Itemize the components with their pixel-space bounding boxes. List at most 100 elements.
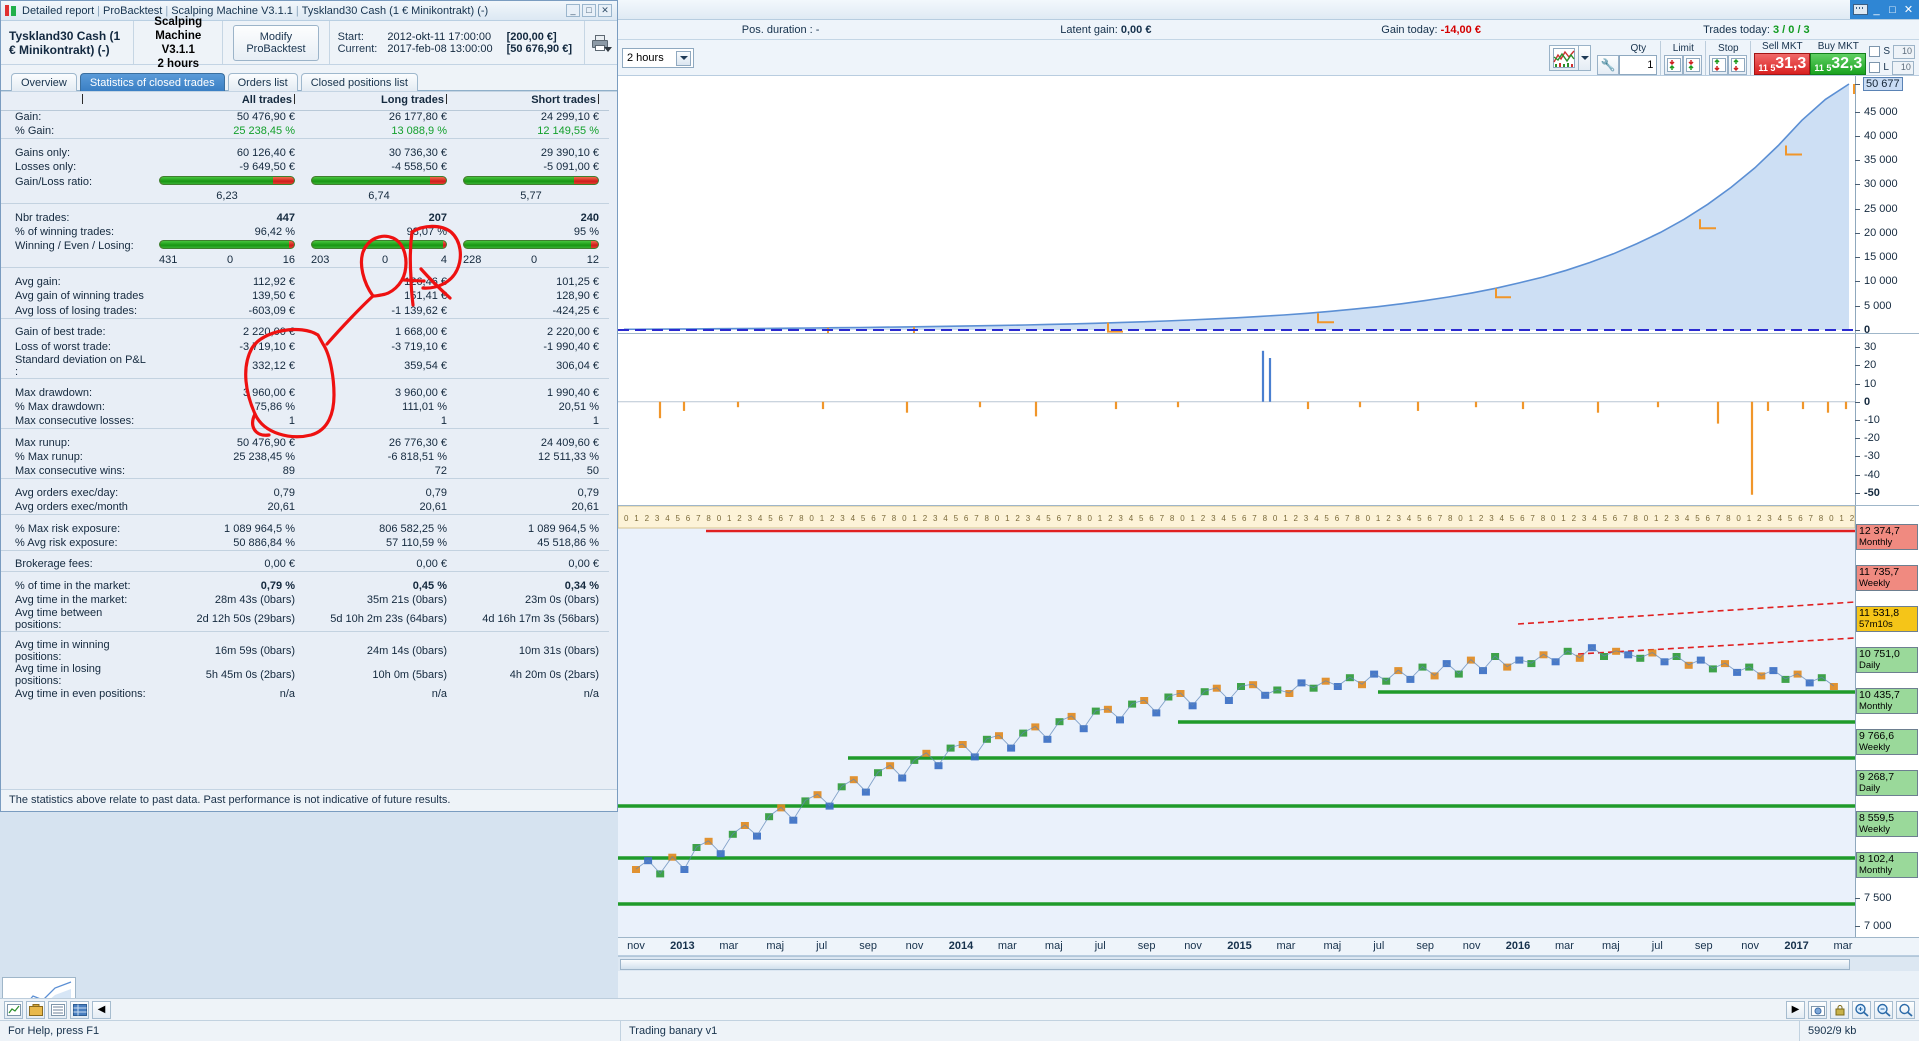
minimize-button[interactable]: _: [566, 4, 580, 17]
stats-cell: 75,86 %: [254, 400, 295, 413]
stats-cell: -3 719,10 €: [391, 340, 447, 353]
stop-buy-icon[interactable]: [1728, 54, 1748, 75]
svg-text:0: 0: [717, 514, 722, 523]
drawdown-y-tick: -20: [1855, 432, 1919, 444]
svg-text:2: 2: [1850, 514, 1855, 523]
svg-text:8: 8: [1263, 514, 1268, 523]
portfolio-icon[interactable]: [26, 1000, 45, 1019]
svg-text:3: 3: [1767, 514, 1772, 523]
svg-text:1: 1: [1376, 514, 1381, 523]
stats-cell: [305, 175, 457, 189]
sell-mkt-button[interactable]: 11 5 31,3: [1754, 52, 1811, 75]
add-indicator-icon[interactable]: [1549, 44, 1580, 71]
stats-cell: 5h 45m 0s (2bars): [205, 668, 295, 681]
limit-row[interactable]: L 10: [1869, 60, 1915, 75]
stats-cell: 60 126,40 €: [236, 146, 295, 159]
buy-mkt-button[interactable]: 11 5 32,3: [1810, 52, 1867, 75]
snapshot-icon[interactable]: [1808, 1000, 1827, 1019]
scroll-left-icon[interactable]: ◀: [92, 1000, 111, 1019]
tab-orders-list[interactable]: Orders list: [227, 73, 298, 91]
stats-cell: 24 299,10 €: [540, 111, 599, 124]
date-axis-label: 2017: [1784, 940, 1809, 952]
stats-cell: 1 990,40 €: [547, 386, 599, 399]
maximize-button[interactable]: □: [582, 4, 596, 17]
stop-sell-icon[interactable]: [1709, 54, 1729, 75]
order-settings-group[interactable]: 🔧: [1597, 43, 1620, 75]
tab-overview[interactable]: Overview: [11, 73, 77, 91]
stop-value-input[interactable]: 10: [1893, 44, 1915, 59]
report-window-buttons[interactable]: _ □ ✕: [566, 4, 614, 17]
stats-column-header: All trades: [153, 92, 305, 111]
date-axis-label: maj: [1323, 940, 1342, 952]
stats-cell: -1 139,62 €: [391, 304, 447, 317]
new-chart-icon[interactable]: [4, 1000, 23, 1019]
trades-today-label: Trades today:: [1703, 23, 1770, 36]
close-button[interactable]: ✕: [598, 4, 612, 17]
indicator-button-group[interactable]: [1549, 44, 1592, 71]
stats-cell: -424,25 €: [552, 304, 599, 317]
timeframe-select[interactable]: 2 hours: [622, 47, 694, 68]
stats-cell: 0,79: [425, 486, 447, 499]
equity-y-tick: 40 000: [1855, 130, 1919, 142]
stats-cell: [153, 239, 305, 253]
lock-icon[interactable]: [1830, 1000, 1849, 1019]
price-tag-value: 9 766,6: [1859, 730, 1895, 742]
tab-closed-positions-list[interactable]: Closed positions list: [300, 73, 418, 91]
status-bar: For Help, press F1 Trading banary v1 590…: [0, 1020, 1919, 1041]
drawdown-pane[interactable]: 30 20 10 0 -10 -20 -30 -40 -50: [618, 334, 1919, 506]
stats-cell: 23m 0s (0bars): [525, 594, 599, 607]
stats-row: Brokerage fees: 0,00 € 0,00 € 0,00 €: [1, 557, 609, 571]
price-tag-value: 8 102,4: [1859, 853, 1895, 865]
svg-text:5: 5: [861, 514, 866, 523]
stats-row-label: Avg time between positions:: [15, 607, 103, 632]
chart-close-button[interactable]: ✕: [1903, 4, 1914, 16]
scroll-right-icon[interactable]: ▶: [1786, 1000, 1805, 1019]
stats-row-label: Gains only:: [15, 146, 71, 159]
scrollbar-thumb[interactable]: [620, 959, 1850, 970]
equity-pane[interactable]: 45 000 40 000 35 000 30 000 25 000 20 000 15 0…: [618, 76, 1919, 334]
chart-minimize-button[interactable]: _: [1873, 3, 1880, 16]
price-level-tag: 9 766,6 Weekly: [1856, 729, 1918, 755]
chart-window-buttons[interactable]: _ □ ✕: [1850, 0, 1919, 19]
stats-row-label: Max consecutive losses:: [15, 415, 135, 428]
chevron-down-icon[interactable]: [676, 50, 691, 66]
group-separator: [1, 138, 609, 146]
limit-sell-icon[interactable]: [1664, 54, 1684, 75]
date-axis-label: sep: [1694, 940, 1713, 952]
print-cell[interactable]: [585, 21, 617, 64]
list-icon[interactable]: [48, 1000, 67, 1019]
limit-value-input[interactable]: 10: [1891, 60, 1914, 75]
stop-row[interactable]: S 10: [1869, 44, 1915, 59]
stats-row-label: Avg gain of winning trades: [15, 290, 144, 303]
grid-icon[interactable]: [70, 1000, 89, 1019]
svg-text:8: 8: [1448, 514, 1453, 523]
printer-icon[interactable]: [591, 34, 612, 52]
indicator-dropdown-icon[interactable]: [1579, 44, 1592, 71]
modify-probacktest-button[interactable]: Modify ProBacktest: [233, 24, 319, 61]
search-icon[interactable]: [1896, 1000, 1915, 1019]
wrench-icon[interactable]: 🔧: [1597, 54, 1620, 75]
chart-maximize-button[interactable]: □: [1889, 3, 1896, 16]
gain-loss-bar: [311, 175, 447, 185]
group-separator: [1, 317, 609, 326]
stats-cell: [305, 239, 457, 253]
stats-cell: 10h 0m (5bars): [372, 668, 447, 681]
qty-input[interactable]: 1: [1619, 54, 1658, 75]
limit-buy-icon[interactable]: [1683, 54, 1703, 75]
zoom-in-icon[interactable]: [1852, 1000, 1871, 1019]
tab-statistics-of-closed-trades[interactable]: Statistics of closed trades: [79, 73, 225, 91]
chart-horizontal-scrollbar[interactable]: [618, 956, 1919, 971]
svg-text:2: 2: [645, 514, 650, 523]
keyboard-icon[interactable]: [1853, 4, 1868, 15]
stop-checkbox[interactable]: [1869, 46, 1881, 57]
zoom-out-icon[interactable]: [1874, 1000, 1893, 1019]
stats-row: Standard deviation on P&L : 332,12 € 359,5…: [1, 354, 609, 379]
stats-cell: 5d 10h 2m 23s (64bars): [330, 613, 447, 626]
stats-row-label: Avg time in even positions:: [15, 688, 146, 701]
limit-checkbox[interactable]: [1869, 62, 1881, 73]
stats-cell: 24 409,60 €: [540, 436, 599, 449]
stats-row: % Max runup: 25 238,45 % -6 818,51 % 12 511…: [1, 450, 609, 464]
stats-column-header: Long trades: [305, 92, 457, 111]
